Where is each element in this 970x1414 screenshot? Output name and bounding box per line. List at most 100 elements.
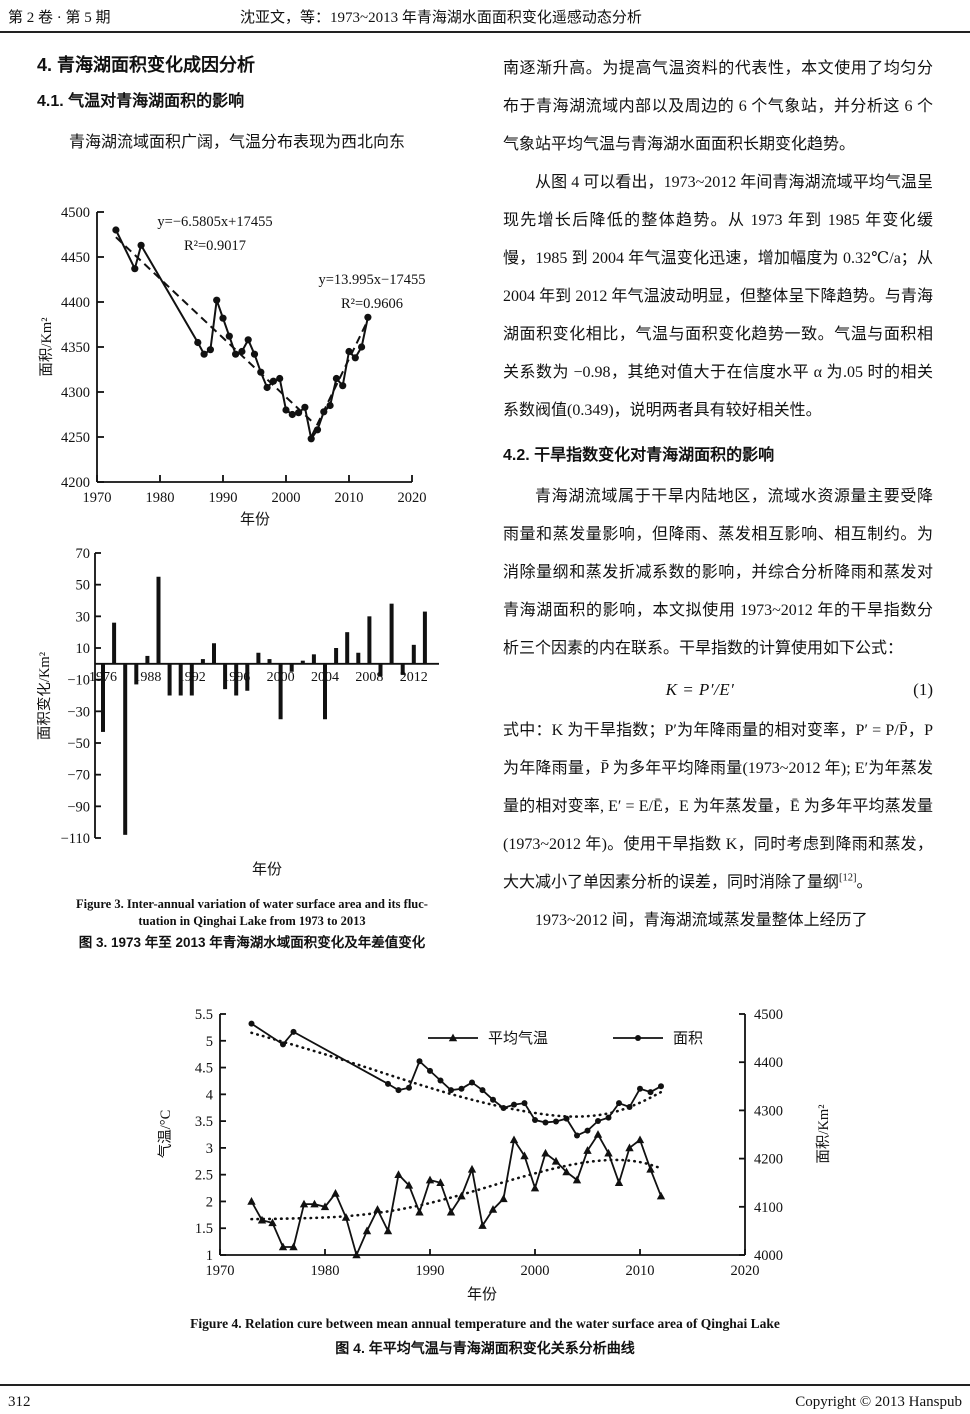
svg-text:1980: 1980 [146,490,175,506]
svg-text:2010: 2010 [335,490,364,506]
svg-text:1988: 1988 [133,670,161,685]
svg-text:2020: 2020 [731,1263,760,1279]
svg-text:4100: 4100 [754,1200,783,1216]
svg-text:年份: 年份 [240,511,270,528]
svg-text:3: 3 [206,1141,213,1157]
svg-text:面积/Km²: 面积/Km² [815,1104,832,1164]
svg-text:4400: 4400 [61,295,90,311]
svg-text:−30: −30 [67,704,90,720]
citation-ref-12: [12] [839,872,857,884]
svg-text:−90: −90 [67,799,90,815]
svg-text:面积变化/Km²: 面积变化/Km² [37,651,53,740]
svg-text:1990: 1990 [416,1263,445,1279]
figure3-caption-en-line1: Figure 3. Inter-annual variation of wate… [76,897,428,911]
svg-text:2000: 2000 [267,670,295,685]
svg-text:2004: 2004 [311,670,339,685]
svg-text:2: 2 [206,1194,213,1210]
svg-text:70: 70 [76,546,91,562]
figure3-area-change-bar-chart: 70 50 30 10 −10 −30 −50 −70 −90 −110 1976 1988 1992 1… [37,546,439,878]
page-header: 第 2 卷 · 第 5 期 沈亚文，等：1973~2013 年青海湖水面面积变化… [0,0,970,33]
paragraph-4-period: 。 [856,874,873,891]
figure4-caption-english: Figure 4. Relation cure between mean ann… [190,1316,780,1331]
right-paragraph-3: 青海湖流域属于干旱内陆地区，流域水资源量主要受降雨量和蒸发量影响，但降雨、蒸发相… [503,488,933,657]
svg-text:4000: 4000 [754,1248,783,1264]
svg-text:30: 30 [76,609,91,625]
svg-text:5: 5 [206,1034,213,1050]
figure4-caption-chinese: 图 4. 年平均气温与青海湖面积变化关系分析曲线 [335,1340,635,1356]
drought-index-formula: K = P′/E′ (1) [503,668,933,712]
section-4-heading: 4. 青海湖面积变化成因分析 [37,55,256,75]
svg-text:2008: 2008 [355,670,383,685]
running-title: 沈亚文，等：1973~2013 年青海湖水面面积变化遥感动态分析 [240,10,642,26]
left-paragraph-1: 青海湖流域面积广阔，气温分布表现为西北向东 [69,134,406,151]
svg-text:1.5: 1.5 [195,1221,213,1237]
svg-text:1: 1 [206,1248,213,1264]
svg-text:4.5: 4.5 [195,1061,213,1077]
formula-number: (1) [913,680,933,699]
svg-text:y=13.995x−17455: y=13.995x−17455 [319,272,426,288]
svg-text:y=−6.5805x+17455: y=−6.5805x+17455 [157,214,272,230]
svg-text:4200: 4200 [61,475,90,491]
page-number: 312 [8,1394,31,1410]
svg-text:−110: −110 [61,831,90,847]
svg-text:4300: 4300 [61,385,90,401]
svg-text:50: 50 [76,578,91,594]
svg-text:1996: 1996 [222,670,250,685]
svg-text:−10: −10 [67,673,90,689]
right-paragraph-2: 从图 4 可以看出，1973~2012 年间青海湖流域平均气温呈现先增长后降低的… [503,174,933,419]
right-paragraph-4: 式中：K 为干旱指数；P′为年降雨量的相对变率，P′ = P/P̄，P 为年降雨… [503,712,933,902]
svg-text:10: 10 [76,641,91,657]
svg-text:面积/Km²: 面积/Km² [38,317,55,377]
section-41-heading: 4.1. 气温对青海湖面积的影响 [37,93,245,110]
svg-text:1976: 1976 [89,670,117,685]
svg-text:R²=0.9017: R²=0.9017 [184,238,246,254]
svg-text:4400: 4400 [754,1055,783,1071]
svg-text:4: 4 [206,1087,214,1103]
svg-text:面积: 面积 [673,1030,703,1047]
svg-text:4350: 4350 [61,340,90,356]
paragraph-4-text: 式中：K 为干旱指数；P′为年降雨量的相对变率，P′ = P/P̄，P 为年降雨… [503,722,933,891]
svg-text:1992: 1992 [178,670,206,685]
page-footer: 312 Copyright © 2013 Hanspub [0,1384,970,1414]
journal-issue: 第 2 卷 · 第 5 期 [8,10,111,26]
svg-text:4300: 4300 [754,1103,783,1119]
figure4-block: 1 1.5 2 2.5 3 3.5 4 4.5 5 5.5 4000 4100 4200 4300 4400… [0,1002,970,1314]
svg-text:平均气温: 平均气温 [488,1030,548,1047]
svg-text:气温/°C: 气温/°C [157,1110,174,1159]
svg-text:5.5: 5.5 [195,1007,213,1023]
section-42-heading: 4.2. 干旱指数变化对青海湖面积的影响 [503,447,775,464]
copyright-notice: Copyright © 2013 Hanspub [795,1394,962,1410]
svg-text:2010: 2010 [626,1263,655,1279]
svg-text:2012: 2012 [400,670,428,685]
svg-text:R²=0.9606: R²=0.9606 [341,296,403,312]
figure3-caption-chinese: 图 3. 1973 年至 2013 年青海湖水域面积变化及年差值变化 [78,935,426,950]
right-paragraph-1: 南逐渐升高。为提高气温资料的代表性，本文使用了均匀分布于青海湖流域内部以及周边的… [503,60,933,153]
formula-expression: K = P′/E′ [665,680,735,699]
svg-text:2000: 2000 [272,490,301,506]
svg-text:1970: 1970 [83,490,112,506]
svg-text:3.5: 3.5 [195,1114,213,1130]
svg-text:−50: −50 [67,736,90,752]
svg-text:2.5: 2.5 [195,1168,213,1184]
svg-text:1980: 1980 [311,1263,340,1279]
svg-text:年份: 年份 [467,1286,497,1303]
svg-text:2000: 2000 [521,1263,550,1279]
svg-text:2020: 2020 [398,490,427,506]
figure3-caption-english: Figure 3. Inter-annual variation of wate… [37,896,467,930]
svg-text:4500: 4500 [754,1007,783,1023]
svg-text:4500: 4500 [61,205,90,221]
figure3-area-line-chart: 4200 4250 4300 4350 4400 4450 4500 1970 1980 1990… [38,205,427,528]
svg-text:1970: 1970 [206,1263,235,1279]
left-column: 4. 青海湖面积变化成因分析 4.1. 气温对青海湖面积的影响 青海湖流域面积广… [37,52,467,952]
svg-text:−70: −70 [67,768,90,784]
svg-text:1990: 1990 [209,490,238,506]
svg-text:4200: 4200 [754,1152,783,1168]
right-paragraph-5: 1973~2012 间，青海湖流域蒸发量整体上经历了 [535,912,868,929]
svg-text:4250: 4250 [61,430,90,446]
figure4-temperature-area-chart: 1 1.5 2 2.5 3 3.5 4 4.5 5 5.5 4000 4100 4200 4300 4400… [157,1007,832,1303]
svg-text:年份: 年份 [252,861,282,878]
right-column: 南逐渐升高。为提高气温资料的代表性，本文使用了均匀分布于青海湖流域内部以及周边的… [503,50,933,940]
svg-text:4450: 4450 [61,250,90,266]
figure3-caption-en-line2: tuation in Qinghai Lake from 1973 to 201… [138,914,366,928]
